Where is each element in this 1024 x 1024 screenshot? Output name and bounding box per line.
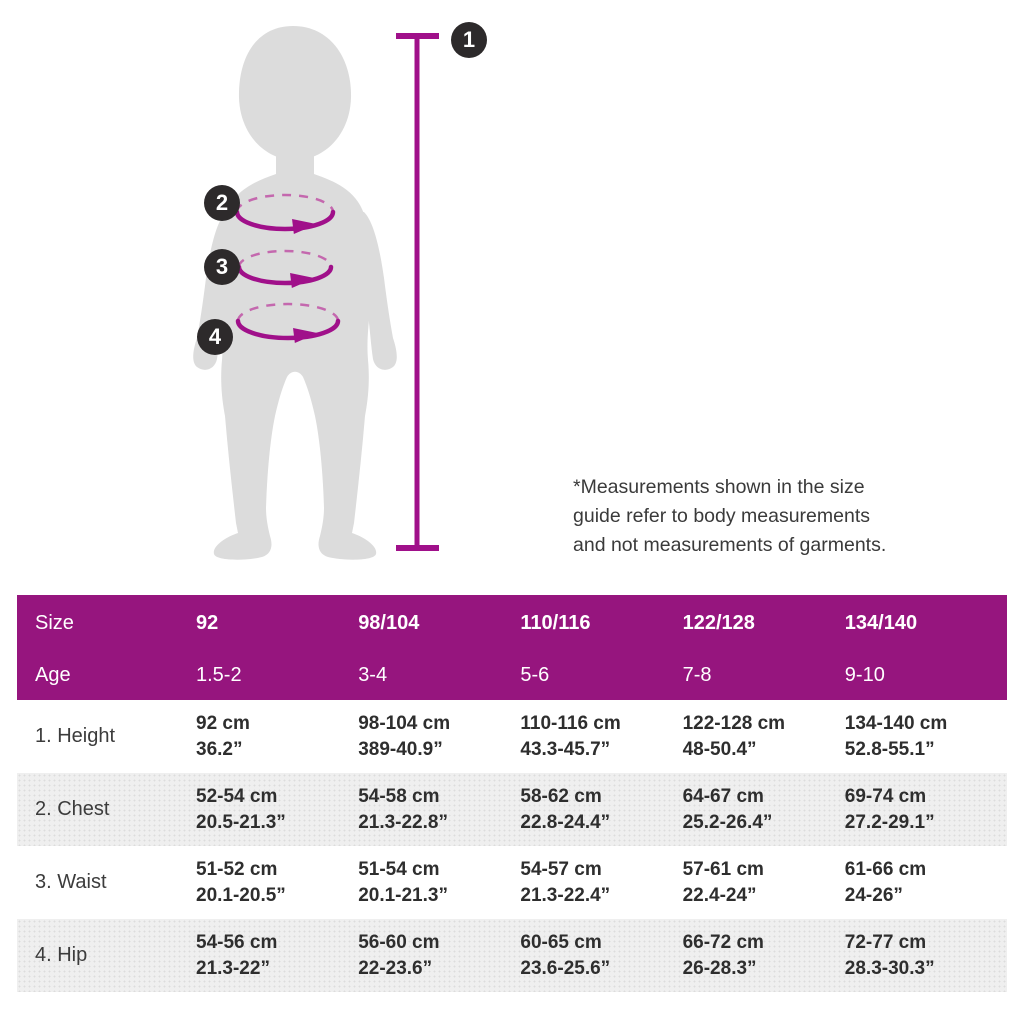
inch-value: 27.2-29.1”: [844, 811, 935, 833]
cm-value: 54-56 cm: [196, 931, 278, 953]
inch-value: 389-40.9”: [358, 738, 443, 760]
age-col-header: 3-4: [358, 664, 388, 686]
cm-value: 122-128 cm: [682, 712, 786, 734]
inch-value: 21.3-22.8”: [358, 811, 448, 833]
cm-value: 56-60 cm: [358, 931, 440, 953]
waist-girth-arrow: [236, 249, 334, 288]
inch-value: 21.3-22.4”: [520, 884, 611, 906]
cm-value: 64-67 cm: [682, 785, 764, 807]
cm-value: 98-104 cm: [358, 712, 451, 734]
measurement-cell: 52-54 cm 20.5-21.3”: [196, 784, 358, 836]
cm-value: 54-58 cm: [358, 785, 440, 807]
disclaimer-line: and not measurements of garments.: [573, 534, 887, 556]
measurement-cell: 72-77 cm 28.3-30.3”: [845, 930, 1007, 982]
cm-value: 60-65 cm: [520, 931, 602, 953]
inch-value: 52.8-55.1”: [844, 738, 935, 760]
measurement-cell: 134-140 cm 52.8-55.1”: [845, 711, 1007, 763]
inch-value: 22.8-24.4”: [520, 811, 611, 833]
disclaimer-line: guide refer to body measurements: [573, 505, 870, 527]
measurement-cell: 57-61 cm 22.4-24”: [683, 857, 845, 909]
inch-value: 20.5-21.3”: [196, 811, 286, 833]
measurement-disclaimer: *Measurements shown in the size guide re…: [573, 473, 953, 560]
cm-value: 110-116 cm: [520, 712, 621, 734]
inch-value: 36.2”: [196, 738, 243, 760]
measurement-cell: 98-104 cm 389-40.9”: [358, 711, 520, 763]
row-label: 2. Chest: [35, 798, 110, 820]
measurement-cell: 58-62 cm 22.8-24.4”: [520, 784, 682, 836]
inch-value: 22.4-24”: [682, 884, 757, 906]
table-row-chest: 2. Chest 52-54 cm 20.5-21.3” 54-58 cm 21…: [17, 773, 1007, 846]
measurement-cell: 54-57 cm 21.3-22.4”: [520, 857, 682, 909]
cm-value: 72-77 cm: [844, 931, 927, 953]
size-table-header: Size 92 98/104 110/116 122/128 134/140 A…: [17, 595, 1007, 700]
cm-value: 69-74 cm: [844, 785, 927, 807]
badge-chest: 2: [204, 185, 240, 221]
measurement-cell: 54-58 cm 21.3-22.8”: [358, 784, 520, 836]
row-label: 1. Height: [35, 725, 116, 747]
measurement-cell: 122-128 cm 48-50.4”: [683, 711, 845, 763]
age-label: Age: [35, 664, 71, 686]
badge-hip: 4: [197, 319, 233, 355]
inch-value: 26-28.3”: [682, 957, 757, 979]
size-col-header: 134/140: [844, 611, 918, 634]
measurement-cell: 60-65 cm 23.6-25.6”: [520, 930, 682, 982]
table-row-height: 1. Height 92 cm 36.2” 98-104 cm 389-40.9…: [17, 700, 1007, 773]
cm-value: 134-140 cm: [844, 712, 948, 734]
inch-value: 21.3-22”: [196, 957, 270, 979]
measurement-cell: 64-67 cm 25.2-26.4”: [683, 784, 845, 836]
measurement-cell: 54-56 cm 21.3-22”: [196, 930, 358, 982]
badge-height: 1: [451, 22, 487, 58]
inch-value: 23.6-25.6”: [520, 957, 611, 979]
inch-value: 43.3-45.7”: [520, 738, 611, 760]
size-col-header: 110/116: [520, 611, 591, 634]
inch-value: 20.1-20.5”: [196, 884, 286, 906]
measurement-cell: 51-54 cm 20.1-21.3”: [358, 857, 520, 909]
inch-value: 25.2-26.4”: [682, 811, 773, 833]
cm-value: 66-72 cm: [682, 931, 764, 953]
size-col-header: 122/128: [682, 611, 755, 634]
row-label: 4. Hip: [35, 944, 88, 966]
row-label: 3. Waist: [35, 871, 107, 893]
inch-value: 24-26”: [844, 884, 903, 906]
size-label: Size: [35, 611, 74, 634]
child-measurement-diagram: [193, 26, 439, 560]
cm-value: 57-61 cm: [682, 858, 764, 880]
size-col-header: 92: [196, 611, 219, 634]
measurement-cell: 66-72 cm 26-28.3”: [683, 930, 845, 982]
measurement-cell: 61-66 cm 24-26”: [845, 857, 1007, 909]
age-col-header: 1.5-2: [196, 664, 242, 686]
age-col-header: 9-10: [844, 664, 885, 686]
cm-value: 54-57 cm: [520, 858, 602, 880]
size-header-row: Size 92 98/104 110/116 122/128 134/140: [17, 595, 1007, 651]
measurement-cell: 92 cm 36.2”: [196, 711, 358, 763]
cm-value: 61-66 cm: [844, 858, 927, 880]
measurement-cell: 56-60 cm 22-23.6”: [358, 930, 520, 982]
table-row-hip: 4. Hip 54-56 cm 21.3-22” 56-60 cm 22-23.…: [17, 919, 1007, 992]
cm-value: 58-62 cm: [520, 785, 602, 807]
child-silhouette-graphic: [193, 26, 397, 560]
badge-waist: 3: [204, 249, 240, 285]
cm-value: 51-52 cm: [196, 858, 278, 880]
measurement-cell: 51-52 cm 20.1-20.5”: [196, 857, 358, 909]
cm-value: 92 cm: [196, 712, 250, 734]
inch-value: 48-50.4”: [682, 738, 757, 760]
hip-girth-arrow: [235, 302, 341, 343]
chest-girth-arrow: [234, 193, 336, 234]
inch-value: 22-23.6”: [358, 957, 433, 979]
age-header-row: Age 1.5-2 3-4 5-6 7-8 9-10: [17, 651, 1007, 700]
measurement-cell: 69-74 cm 27.2-29.1”: [845, 784, 1007, 836]
size-col-header: 98/104: [358, 611, 420, 634]
size-table: Size 92 98/104 110/116 122/128 134/140 A…: [17, 595, 1007, 992]
measurement-cell: 110-116 cm 43.3-45.7”: [520, 711, 682, 763]
inch-value: 28.3-30.3”: [844, 957, 935, 979]
cm-value: 51-54 cm: [358, 858, 440, 880]
disclaimer-line: *Measurements shown in the size: [573, 476, 865, 498]
inch-value: 20.1-21.3”: [358, 884, 448, 906]
table-row-waist: 3. Waist 51-52 cm 20.1-20.5” 51-54 cm 20…: [17, 846, 1007, 919]
age-col-header: 7-8: [682, 664, 712, 686]
cm-value: 52-54 cm: [196, 785, 278, 807]
height-measure-line: [396, 33, 439, 551]
age-col-header: 5-6: [520, 664, 550, 686]
